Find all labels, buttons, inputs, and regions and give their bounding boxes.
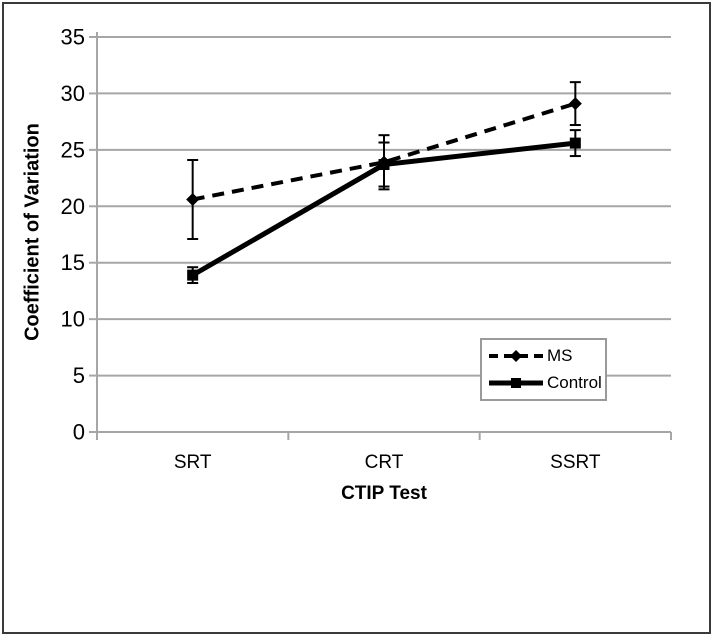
y-tick-label: 20 xyxy=(61,194,85,219)
legend-swatch-control xyxy=(489,377,543,388)
marker-diamond xyxy=(186,193,200,207)
marker-square xyxy=(187,269,199,281)
legend-marker-diamond xyxy=(510,350,522,363)
legend-label: MS xyxy=(547,346,573,366)
y-tick-label: 25 xyxy=(61,137,85,162)
y-tick-label: 35 xyxy=(61,25,85,50)
legend-item-control: Control xyxy=(482,373,605,393)
marker-square xyxy=(378,159,390,171)
marker-square xyxy=(569,137,581,149)
y-tick-label: 30 xyxy=(61,81,85,106)
y-axis-title: Coefficient of Variation xyxy=(21,123,44,341)
series-line-ms xyxy=(192,101,576,202)
x-axis-title: CTIP Test xyxy=(341,483,427,504)
series-control xyxy=(187,129,581,285)
x-category-label: SSRT xyxy=(550,452,601,473)
x-category-label: CRT xyxy=(365,452,404,473)
x-category-label: SRT xyxy=(174,452,212,473)
x-axis: SRT CRT SSRT xyxy=(96,432,672,473)
y-tick-label: 15 xyxy=(61,250,85,275)
legend-item-ms: MS xyxy=(482,346,605,366)
y-tick-label: 5 xyxy=(73,363,85,388)
y-tick-label: 10 xyxy=(61,307,85,332)
y-tick-label: 0 xyxy=(73,420,85,445)
legend-swatch-ms xyxy=(489,350,543,363)
chart-legend: MS Control xyxy=(480,338,607,401)
legend-marker-square xyxy=(511,377,521,388)
marker-diamond xyxy=(568,97,582,111)
legend-label: Control xyxy=(547,372,602,392)
